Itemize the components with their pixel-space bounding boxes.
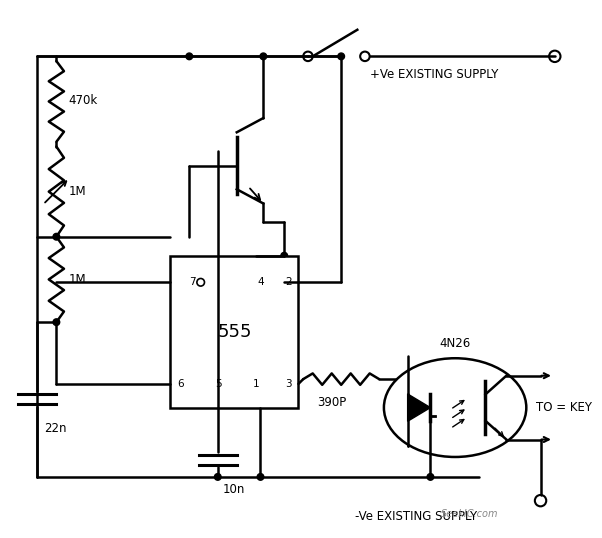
Text: 1M: 1M [69, 273, 86, 286]
Text: 555: 555 [217, 323, 252, 341]
Text: SeekIC.com: SeekIC.com [441, 509, 498, 519]
Text: TO = KEY: TO = KEY [536, 401, 592, 414]
Text: +Ve EXISTING SUPPLY: +Ve EXISTING SUPPLY [370, 68, 498, 81]
Text: 4N26: 4N26 [439, 337, 471, 350]
Circle shape [427, 473, 434, 480]
Circle shape [257, 473, 264, 480]
Text: 1M: 1M [69, 185, 86, 197]
Text: 5: 5 [215, 379, 222, 389]
Text: 470k: 470k [69, 95, 98, 108]
Text: 6: 6 [177, 379, 184, 389]
Circle shape [281, 252, 288, 259]
Text: 3: 3 [285, 379, 292, 389]
Circle shape [186, 53, 193, 60]
Bar [170, 256, 299, 408]
Circle shape [260, 53, 267, 60]
Text: 22n: 22n [44, 422, 67, 435]
Text: 2: 2 [285, 277, 292, 287]
Text: 7: 7 [189, 277, 196, 287]
Text: 10n: 10n [223, 483, 245, 496]
Text: -Ve EXISTING SUPPLY: -Ve EXISTING SUPPLY [355, 509, 477, 522]
Circle shape [338, 53, 344, 60]
Text: 390P: 390P [317, 396, 347, 409]
Circle shape [214, 473, 221, 480]
Text: 1: 1 [253, 379, 259, 389]
Polygon shape [408, 394, 430, 421]
Ellipse shape [384, 358, 526, 457]
Text: 4: 4 [258, 277, 264, 287]
Circle shape [53, 319, 60, 325]
Circle shape [53, 233, 60, 240]
